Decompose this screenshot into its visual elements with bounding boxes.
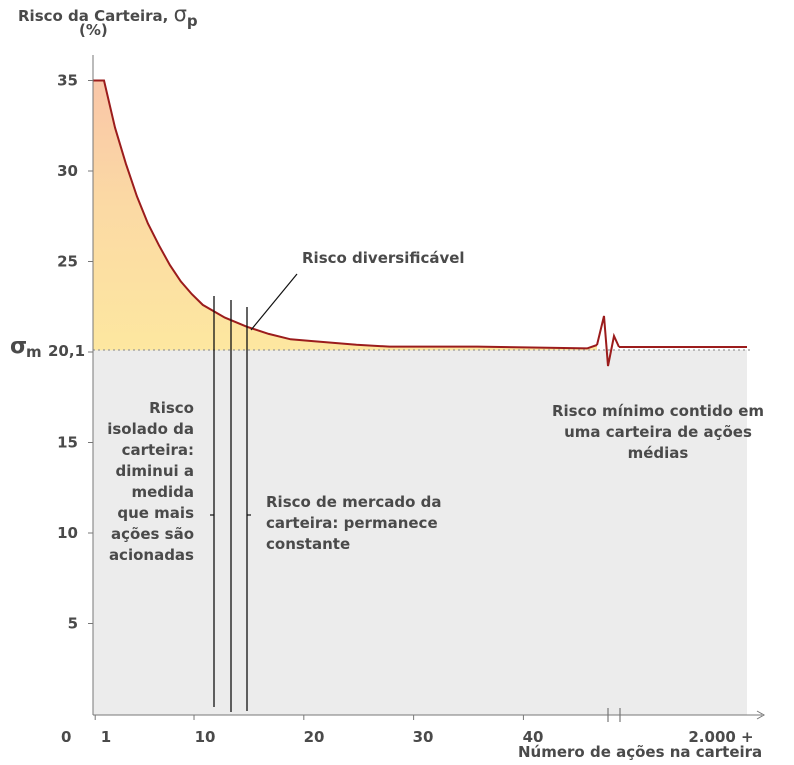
y-axis-label: Risco da Carteira, bbox=[18, 7, 169, 25]
x-tick-label: 20 bbox=[304, 728, 325, 746]
portfolio-risk-curve bbox=[93, 79, 747, 350]
isolated-risk-note: Risco isolado da carteira: diminui a medida q… bbox=[96, 398, 194, 566]
y-tick-label: 15 bbox=[57, 434, 78, 452]
market-risk-note: Risco de mercado da carteira: permanece co… bbox=[266, 492, 466, 555]
minimum-note-line: uma carteira de ações bbox=[564, 423, 752, 441]
axis-tick-labels: 1 10 20 30 40 2.000 + 5 10 15 25 30 35 bbox=[57, 72, 754, 747]
x-axis-title: Número de ações na carteira bbox=[518, 743, 763, 761]
market-risk-label: σ m 20,1 bbox=[10, 334, 85, 361]
y-tick-label: 35 bbox=[57, 72, 78, 90]
x-tick-label: 30 bbox=[413, 728, 434, 746]
x-axis-arrow bbox=[756, 710, 766, 720]
y-axis-unit: (%) bbox=[79, 21, 108, 39]
sigma-p-symbol: σ bbox=[173, 2, 187, 26]
y-tick-label: 25 bbox=[57, 253, 78, 271]
isolated-note-line: diminui a bbox=[115, 462, 195, 480]
market-note-line: Risco de mercado da bbox=[266, 493, 442, 511]
isolated-note-line: acionadas bbox=[108, 546, 194, 564]
x-tick-label: 40 bbox=[523, 728, 544, 746]
isolated-note-line: isolado da bbox=[107, 420, 194, 438]
x-tick-label: 10 bbox=[195, 728, 216, 746]
bracket-lines bbox=[210, 296, 251, 712]
market-risk-area bbox=[93, 350, 747, 715]
isolated-note-line: carteira: bbox=[121, 441, 194, 459]
x-tick-label: 1 bbox=[101, 728, 111, 746]
sigma-p-subscript: p bbox=[186, 12, 198, 30]
y-tick-label: 5 bbox=[68, 615, 78, 633]
x-tick-label: 2.000 + bbox=[688, 728, 753, 746]
market-note-line: carteira: permanece bbox=[266, 514, 438, 532]
isolated-note-line: medida bbox=[131, 483, 194, 501]
minimum-note-line: médias bbox=[627, 444, 689, 462]
isolated-note-line: que mais bbox=[117, 504, 194, 522]
isolated-note-line: ações são bbox=[111, 525, 194, 543]
market-note-line: constante bbox=[266, 535, 351, 553]
minimum-note-line: Risco mínimo contido em bbox=[551, 402, 765, 420]
minimum-risk-note: Risco mínimo contido em uma carteira de a… bbox=[540, 401, 776, 464]
diversifiable-label: Risco diversificável bbox=[302, 249, 465, 267]
origin-label: 0 bbox=[61, 728, 71, 746]
diversifiable-risk-area bbox=[93, 80, 597, 351]
y-axis-title: Risco da Carteira, σp bbox=[18, 2, 198, 30]
sigma-m-subscript: m bbox=[26, 343, 42, 361]
market-risk-value: 20,1 bbox=[48, 342, 85, 360]
axis-break-spike bbox=[596, 315, 620, 367]
y-tick-label: 10 bbox=[57, 524, 78, 542]
diversifiable-pointer bbox=[250, 273, 298, 331]
axis-ticks bbox=[88, 80, 524, 720]
y-tick-label: 30 bbox=[57, 162, 78, 180]
sigma-m-symbol: σ bbox=[10, 334, 27, 359]
isolated-note-line: Risco bbox=[149, 399, 194, 417]
